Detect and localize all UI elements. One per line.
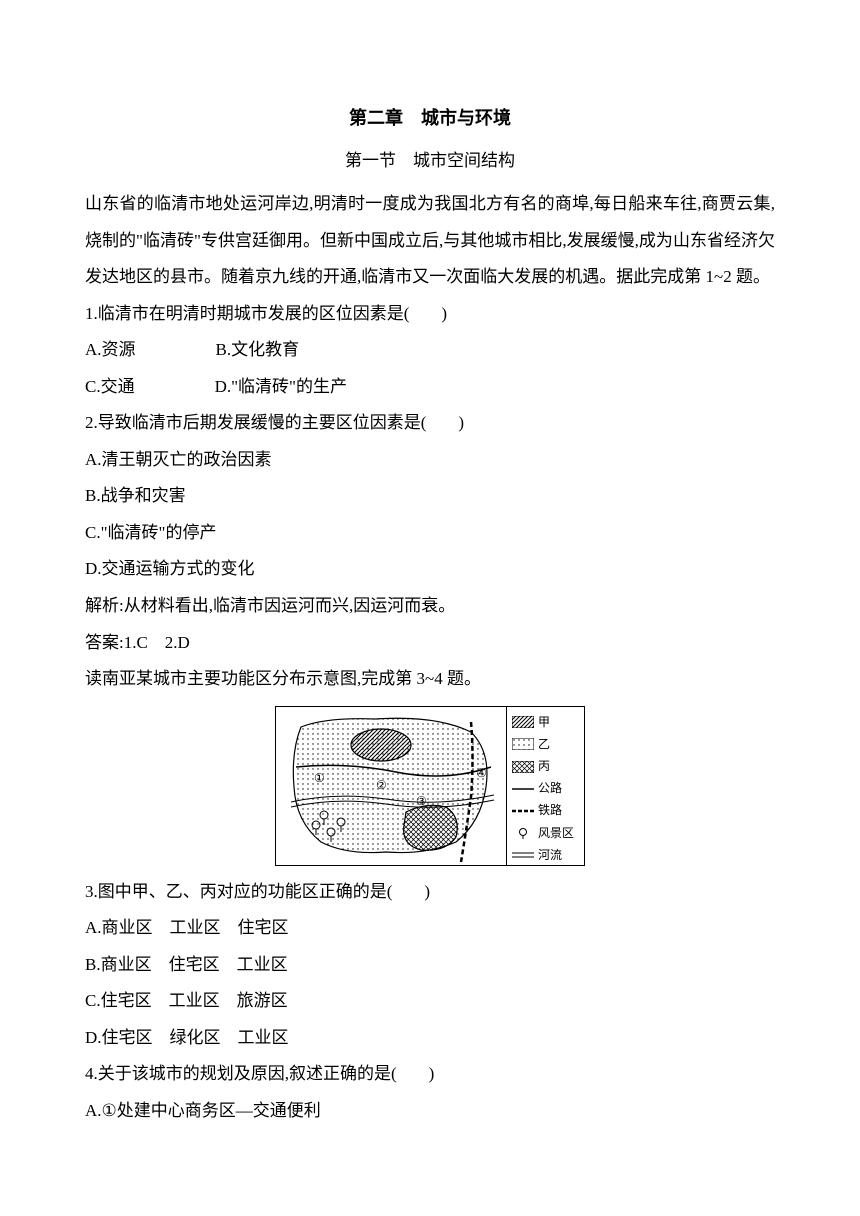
legend-yi: 乙 (512, 735, 579, 754)
legend-road: 公路 (512, 779, 579, 798)
legend-jia: 甲 (512, 713, 579, 732)
legend-bing-text: 丙 (538, 757, 550, 776)
q2-stem-end: ) (458, 413, 464, 432)
section-title: 第一节 城市空间结构 (85, 144, 775, 178)
question-4-stem: 4.关于该城市的规划及原因,叙述正确的是() (85, 1056, 775, 1093)
q3-optD: D.住宅区 绿化区 工业区 (85, 1020, 775, 1057)
city-map-diagram: ① ② ③ ④ 甲 乙 丙 公路 (275, 706, 585, 866)
q3-optA: A.商业区 工业区 住宅区 (85, 910, 775, 947)
legend-scenic-text: 风景区 (538, 824, 574, 843)
legend: 甲 乙 丙 公路 铁路 风景区 (506, 707, 584, 865)
q3-optC: C.住宅区 工业区 旅游区 (85, 983, 775, 1020)
passage-2: 读南亚某城市主要功能区分布示意图,完成第 3~4 题。 (85, 661, 775, 698)
map-area: ① ② ③ ④ (276, 707, 506, 865)
q1-optA: A.资源 (85, 332, 136, 369)
q3-stem-end: ) (424, 882, 430, 901)
q2-optC: C."临清砖"的停产 (85, 515, 775, 552)
q2-optA: A.清王朝灭亡的政治因素 (85, 442, 775, 479)
q1-stem-text: 1.临清市在明清时期城市发展的区位因素是( (85, 304, 409, 323)
legend-scenic: 风景区 (512, 824, 579, 843)
q2-optB: B.战争和灾害 (85, 478, 775, 515)
chapter-title: 第二章 城市与环境 (85, 100, 775, 136)
q1-optC: C.交通 (85, 369, 135, 406)
q4-stem-end: ) (429, 1064, 435, 1083)
question-1-stem: 1.临清市在明清时期城市发展的区位因素是() (85, 296, 775, 333)
legend-bing: 丙 (512, 757, 579, 776)
label-1: ① (314, 771, 325, 785)
passage-1: 山东省的临清市地处运河岸边,明清时一度成为我国北方有名的商埠,每日船来车往,商贾… (85, 186, 775, 296)
diagram-container: ① ② ③ ④ 甲 乙 丙 公路 (85, 706, 775, 866)
analysis-1: 解析:从材料看出,临清市因运河而兴,因运河而衰。 (85, 588, 775, 625)
question-2-stem: 2.导致临清市后期发展缓慢的主要区位因素是() (85, 405, 775, 442)
legend-rail: 铁路 (512, 801, 579, 820)
q2-stem-text: 2.导致临清市后期发展缓慢的主要区位因素是( (85, 413, 426, 432)
legend-road-text: 公路 (538, 779, 562, 798)
answer-1: 答案:1.C 2.D (85, 625, 775, 662)
q1-optB: B.文化教育 (216, 332, 300, 369)
legend-river-text: 河流 (538, 846, 562, 865)
q4-optA: A.①处建中心商务区—交通便利 (85, 1093, 775, 1130)
q3-stem-text: 3.图中甲、乙、丙对应的功能区正确的是( (85, 882, 392, 901)
q2-optD: D.交通运输方式的变化 (85, 551, 775, 588)
legend-rail-text: 铁路 (538, 801, 562, 820)
map-svg: ① ② ③ ④ (276, 707, 506, 865)
q1-options-row1: A.资源 B.文化教育 (85, 332, 775, 369)
legend-river: 河流 (512, 846, 579, 865)
label-4: ④ (476, 766, 487, 780)
q4-stem-text: 4.关于该城市的规划及原因,叙述正确的是( (85, 1064, 397, 1083)
legend-yi-text: 乙 (538, 735, 550, 754)
q1-options-row2: C.交通 D."临清砖"的生产 (85, 369, 775, 406)
question-3-stem: 3.图中甲、乙、丙对应的功能区正确的是() (85, 874, 775, 911)
q1-optD: D."临清砖"的生产 (215, 369, 347, 406)
q1-stem-end: ) (441, 304, 447, 323)
legend-jia-text: 甲 (538, 713, 550, 732)
q3-optB: B.商业区 住宅区 工业区 (85, 947, 775, 984)
label-3: ③ (416, 794, 427, 808)
label-2: ② (376, 778, 387, 792)
